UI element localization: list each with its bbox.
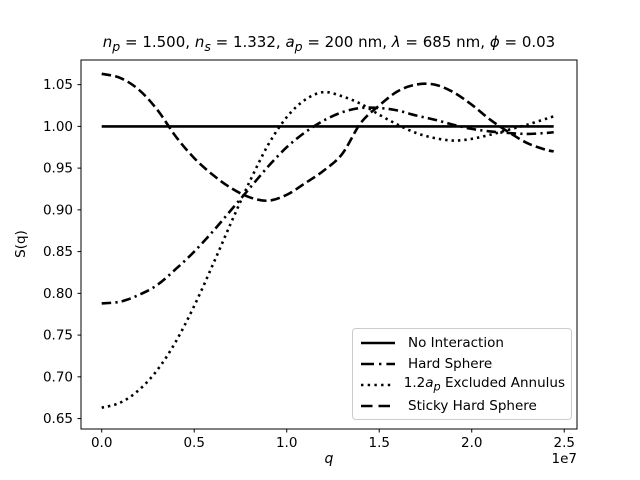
y-tick-label: 0.65 (43, 411, 73, 427)
y-tick-label: 0.80 (43, 286, 73, 302)
legend-line-sample-dashed (361, 404, 395, 407)
legend-label: Hard Sphere (408, 355, 493, 372)
x-tick-label: 0.5 (183, 435, 204, 451)
y-tick-label: 0.70 (43, 369, 73, 385)
y-tick-label: 0.95 (43, 161, 73, 177)
x-axis-offset-label: 1e7 (551, 451, 577, 467)
legend-line-sample-dotted (361, 383, 391, 386)
legend: No Interaction Hard Sphere 1.2ap Excluded … (352, 328, 572, 420)
series-line-hard-sphere (101, 106, 554, 305)
y-tick-label: 0.90 (43, 202, 73, 218)
series-line-sticky-hard-sphere (101, 72, 554, 203)
x-tick-label: 1.5 (368, 435, 389, 451)
x-tick-label: 2.5 (553, 435, 574, 451)
plot-frame (80, 59, 578, 430)
legend-line-sample-dashdot (361, 362, 395, 365)
x-axis-label: q (324, 451, 334, 467)
y-tick-label: 0.75 (43, 328, 73, 344)
legend-label: Sticky Hard Sphere (408, 397, 537, 414)
legend-item: 1.2ap Excluded Annulus (361, 374, 565, 395)
x-tick-label: 1.0 (276, 435, 297, 451)
y-tick-label: 1.00 (43, 119, 73, 135)
legend-label: 1.2ap Excluded Annulus (403, 375, 565, 394)
x-tick-label: 2.0 (461, 435, 482, 451)
y-tick-label: 0.85 (43, 244, 73, 260)
x-tick-label: 0.0 (91, 435, 112, 451)
legend-item: Hard Sphere (361, 353, 565, 374)
legend-label: No Interaction (408, 334, 504, 351)
y-tick-label: 1.05 (43, 77, 73, 93)
plot-title: np = 1.500, ns = 1.332, ap = 200 nm, λ =… (102, 33, 556, 54)
legend-line-sample-solid (361, 341, 395, 344)
legend-item: No Interaction (361, 332, 565, 353)
legend-item: Sticky Hard Sphere (361, 395, 565, 416)
